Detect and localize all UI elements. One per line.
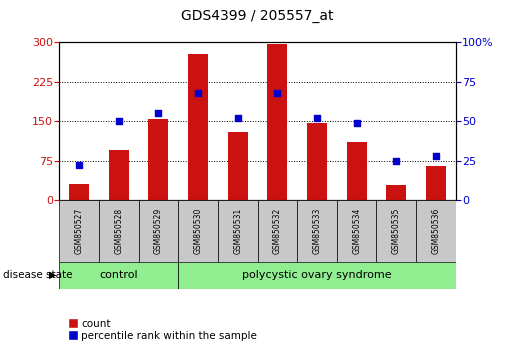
Bar — [307, 123, 327, 200]
Text: ▶: ▶ — [49, 270, 57, 280]
Text: GSM850532: GSM850532 — [273, 208, 282, 254]
Bar — [188, 54, 208, 200]
Bar — [267, 44, 287, 200]
Bar — [178, 262, 456, 289]
Legend: count, percentile rank within the sample: count, percentile rank within the sample — [64, 315, 261, 345]
Bar — [59, 200, 99, 262]
Bar — [347, 142, 367, 200]
Bar — [99, 200, 139, 262]
Text: control: control — [99, 270, 138, 280]
Text: disease state: disease state — [3, 270, 72, 280]
Bar — [376, 200, 416, 262]
Point — [273, 90, 281, 96]
Text: GSM850528: GSM850528 — [114, 208, 123, 254]
Text: GSM850527: GSM850527 — [75, 208, 83, 254]
Point — [392, 158, 401, 164]
Bar — [178, 200, 218, 262]
Bar — [386, 185, 406, 200]
Bar — [218, 200, 258, 262]
Point — [313, 115, 321, 121]
Bar — [416, 200, 456, 262]
Bar — [139, 200, 178, 262]
Point — [154, 110, 162, 116]
Point — [233, 115, 242, 121]
Text: GSM850529: GSM850529 — [154, 208, 163, 254]
Text: GSM850536: GSM850536 — [432, 208, 440, 254]
Point — [194, 90, 202, 96]
Bar — [258, 200, 297, 262]
Bar — [337, 200, 376, 262]
Point — [352, 120, 360, 126]
Text: polycystic ovary syndrome: polycystic ovary syndrome — [242, 270, 392, 280]
Bar — [59, 262, 178, 289]
Text: GSM850534: GSM850534 — [352, 208, 361, 254]
Text: GSM850530: GSM850530 — [194, 208, 202, 254]
Text: GSM850535: GSM850535 — [392, 208, 401, 254]
Point — [432, 153, 440, 159]
Bar — [109, 150, 129, 200]
Bar — [297, 200, 337, 262]
Bar — [228, 132, 248, 200]
Text: GDS4399 / 205557_at: GDS4399 / 205557_at — [181, 9, 334, 23]
Bar — [426, 166, 446, 200]
Bar — [69, 184, 89, 200]
Point — [75, 162, 83, 168]
Bar — [148, 119, 168, 200]
Point — [114, 118, 123, 124]
Text: GSM850533: GSM850533 — [313, 208, 321, 254]
Text: GSM850531: GSM850531 — [233, 208, 242, 254]
